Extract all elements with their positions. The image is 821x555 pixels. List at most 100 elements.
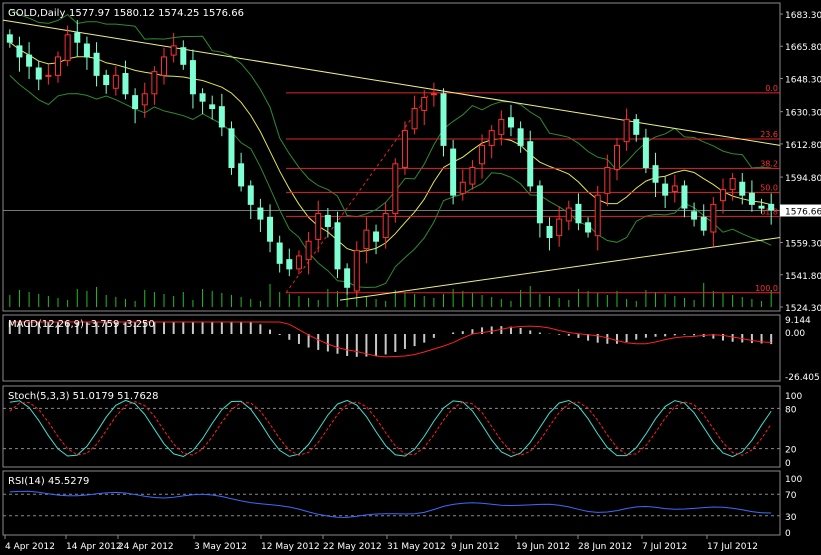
stochastic-panel[interactable]: Stoch(5,3,3) 51.0179 51.7628 100 80 20 0 — [2, 385, 802, 469]
candle-body — [295, 255, 302, 270]
candle-body — [517, 128, 524, 146]
rsi-title: RSI(14) 45.5279 — [8, 476, 89, 487]
stoch-tick-label: 20 — [785, 446, 797, 456]
candle-body — [257, 207, 264, 220]
candle-body — [585, 222, 592, 233]
date-tick-label: 14 Apr 2012 — [66, 542, 122, 552]
candle-body — [74, 32, 81, 43]
candle-body — [700, 216, 707, 231]
macd-panel-frame — [2, 314, 781, 382]
candle-body — [103, 74, 110, 86]
stoch-signal-line — [9, 401, 772, 456]
candle-body — [151, 71, 158, 95]
price-tick-label: 1630.30 — [785, 109, 821, 119]
candle-body — [430, 93, 437, 96]
candle-body — [565, 207, 572, 222]
macd-signal-line — [9, 321, 772, 358]
fib-level-label: 0.0 — [765, 84, 778, 93]
date-tick-label: 24 Apr 2012 — [118, 542, 174, 552]
date-tick-label: 17 Jul 2012 — [707, 542, 758, 552]
candle-body — [353, 249, 360, 292]
candle-body — [710, 203, 717, 233]
price-tick-label: 1524.30 — [785, 304, 821, 314]
upper-trendline[interactable] — [2, 19, 781, 146]
macd-histogram — [8, 321, 773, 358]
rsi-tick-label: 0 — [785, 529, 791, 539]
price-panel-frame — [2, 2, 781, 312]
candle-body — [161, 56, 168, 76]
candle-body — [382, 213, 389, 239]
rsi-line — [3, 490, 780, 518]
candle-body — [324, 214, 331, 227]
candle-body — [681, 185, 688, 209]
current-price-label: 1576.66 — [785, 208, 821, 218]
candle-body — [507, 117, 514, 128]
price-tick-label: 1594.80 — [785, 174, 821, 184]
stoch-title: Stoch(5,3,3) 51.0179 51.7628 — [8, 391, 159, 402]
candle-body — [276, 242, 283, 264]
price-tick-label: 1612.80 — [785, 141, 821, 151]
price-tick-label: 1648.30 — [785, 75, 821, 85]
candle-body — [83, 43, 90, 58]
candle-body — [247, 185, 254, 205]
candle-body — [315, 213, 322, 240]
candle-body — [267, 216, 274, 242]
candle-body — [459, 181, 466, 194]
candle-body — [401, 130, 408, 169]
moving-average-line — [9, 41, 772, 253]
date-tick-label: 4 Apr 2012 — [5, 542, 55, 552]
stoch-tick-label: 0 — [785, 459, 791, 469]
candle-body — [556, 218, 563, 237]
candle-body — [642, 137, 649, 169]
candle-body — [45, 74, 52, 77]
lower-trendline[interactable] — [339, 237, 781, 301]
fib-level-label: 23.6 — [760, 130, 778, 139]
candle-body — [26, 54, 33, 67]
macd-tick-label: 0.00 — [785, 329, 805, 339]
candle-body — [344, 268, 351, 288]
candle-body — [93, 52, 100, 76]
candle-body — [450, 148, 457, 196]
candle-body — [536, 185, 543, 224]
symbol-title: GOLD,Daily — [8, 8, 65, 19]
trendlines[interactable] — [2, 19, 781, 301]
fibonacci-retracement[interactable]: 0.0 23.6 38.2 50.0 61.8 100.0 — [285, 84, 780, 294]
candle-body — [739, 181, 746, 196]
rsi-tick-label: 70 — [785, 491, 797, 501]
date-tick-label: 3 May 2012 — [194, 542, 247, 552]
candle-body — [652, 165, 659, 183]
candle-body — [719, 189, 726, 202]
candle-body — [334, 222, 341, 270]
stoch-panel-frame — [2, 385, 781, 468]
candle-body — [479, 144, 486, 165]
candlesticks — [6, 20, 775, 297]
candle-body — [373, 231, 380, 242]
fib-level-label: 50.0 — [760, 183, 778, 192]
candle-body — [613, 144, 620, 170]
fib-anchor-line[interactable] — [285, 92, 431, 294]
candle-body — [112, 74, 119, 89]
macd-panel[interactable]: MACD(12,26,9) -3.759 -3.250 9.144 0.00 -26… — [2, 314, 820, 383]
candle-body — [122, 73, 129, 95]
stochastic-lines — [3, 399, 780, 458]
volume-bars — [9, 283, 772, 307]
candle-body — [189, 60, 196, 95]
date-tick-label: 22 May 2012 — [323, 542, 382, 552]
rsi-axis: 100 70 30 0 — [785, 475, 802, 539]
candle-body — [64, 34, 71, 62]
candle-body — [170, 45, 177, 56]
current-price-marker — [780, 204, 821, 217]
candle-body — [286, 259, 293, 270]
fib-level-label: 38.2 — [760, 159, 778, 168]
candle-body — [662, 183, 669, 196]
price-tick-label: 1559.30 — [785, 240, 821, 250]
stoch-tick-label: 80 — [785, 405, 797, 415]
candle-body — [633, 119, 640, 135]
rsi-panel[interactable]: RSI(14) 45.5279 100 70 30 0 — [2, 470, 802, 539]
candle-body — [469, 167, 476, 185]
fib-level-label: 100.0 — [755, 284, 778, 293]
candle-body — [421, 96, 428, 111]
